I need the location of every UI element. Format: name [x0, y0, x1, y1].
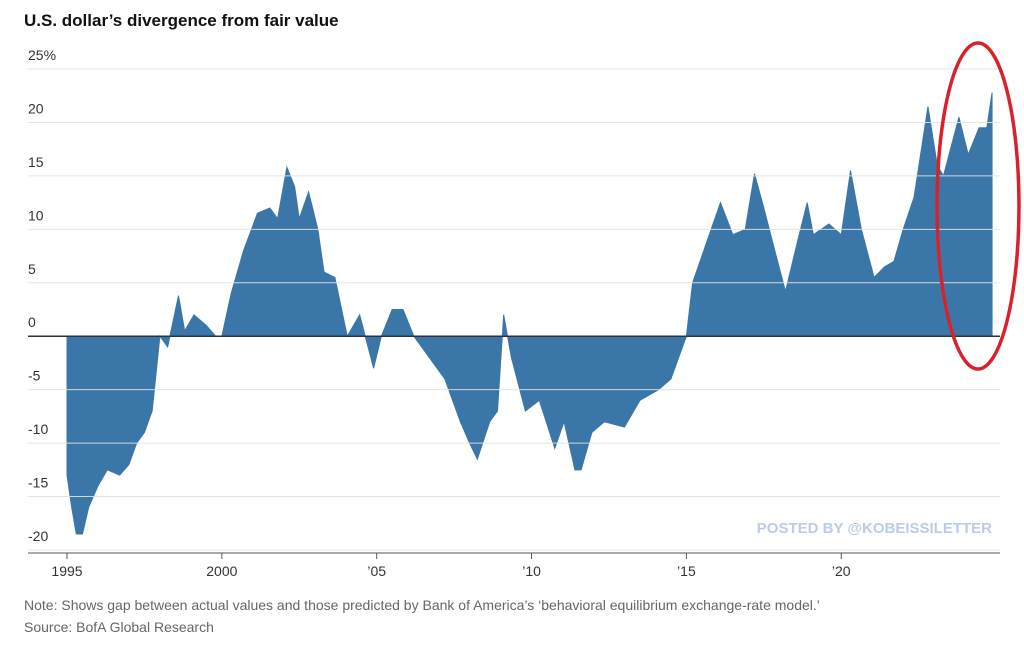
y-tick-label: -5	[28, 368, 41, 384]
y-tick-label: 15	[28, 154, 44, 170]
watermark: POSTED BY @KOBEISSILETTER	[757, 520, 992, 537]
y-tick-label: -20	[28, 528, 48, 544]
area	[66, 92, 993, 535]
chart-source: Source: BofA Global Research	[24, 619, 214, 635]
y-tick-label: 20	[28, 100, 44, 116]
x-tick-label: ’05	[367, 563, 386, 579]
y-tick-label: 25%	[28, 47, 56, 63]
chart-note: Note: Shows gap between actual values an…	[24, 597, 820, 613]
plot-area: -20 -15 -10 -5 0 5 10 15 20 25% 1995 2000 ’05 ’10 ’15 ’…	[28, 47, 1000, 579]
chart-title: U.S. dollar’s divergence from fair value	[24, 11, 339, 30]
x-tick-label: ’10	[522, 563, 541, 579]
y-tick-label: 5	[28, 261, 36, 277]
x-tick-label: 2000	[206, 563, 237, 579]
y-tick-label: 0	[28, 314, 36, 330]
y-tick-label: -15	[28, 475, 48, 491]
y-tick-label: -10	[28, 421, 48, 437]
y-tick-label: 10	[28, 207, 44, 223]
x-tick-label: ’20	[832, 563, 851, 579]
x-tick-label: 1995	[51, 563, 82, 579]
highlight-ellipse	[935, 41, 1021, 371]
x-tick-label: ’15	[677, 563, 696, 579]
